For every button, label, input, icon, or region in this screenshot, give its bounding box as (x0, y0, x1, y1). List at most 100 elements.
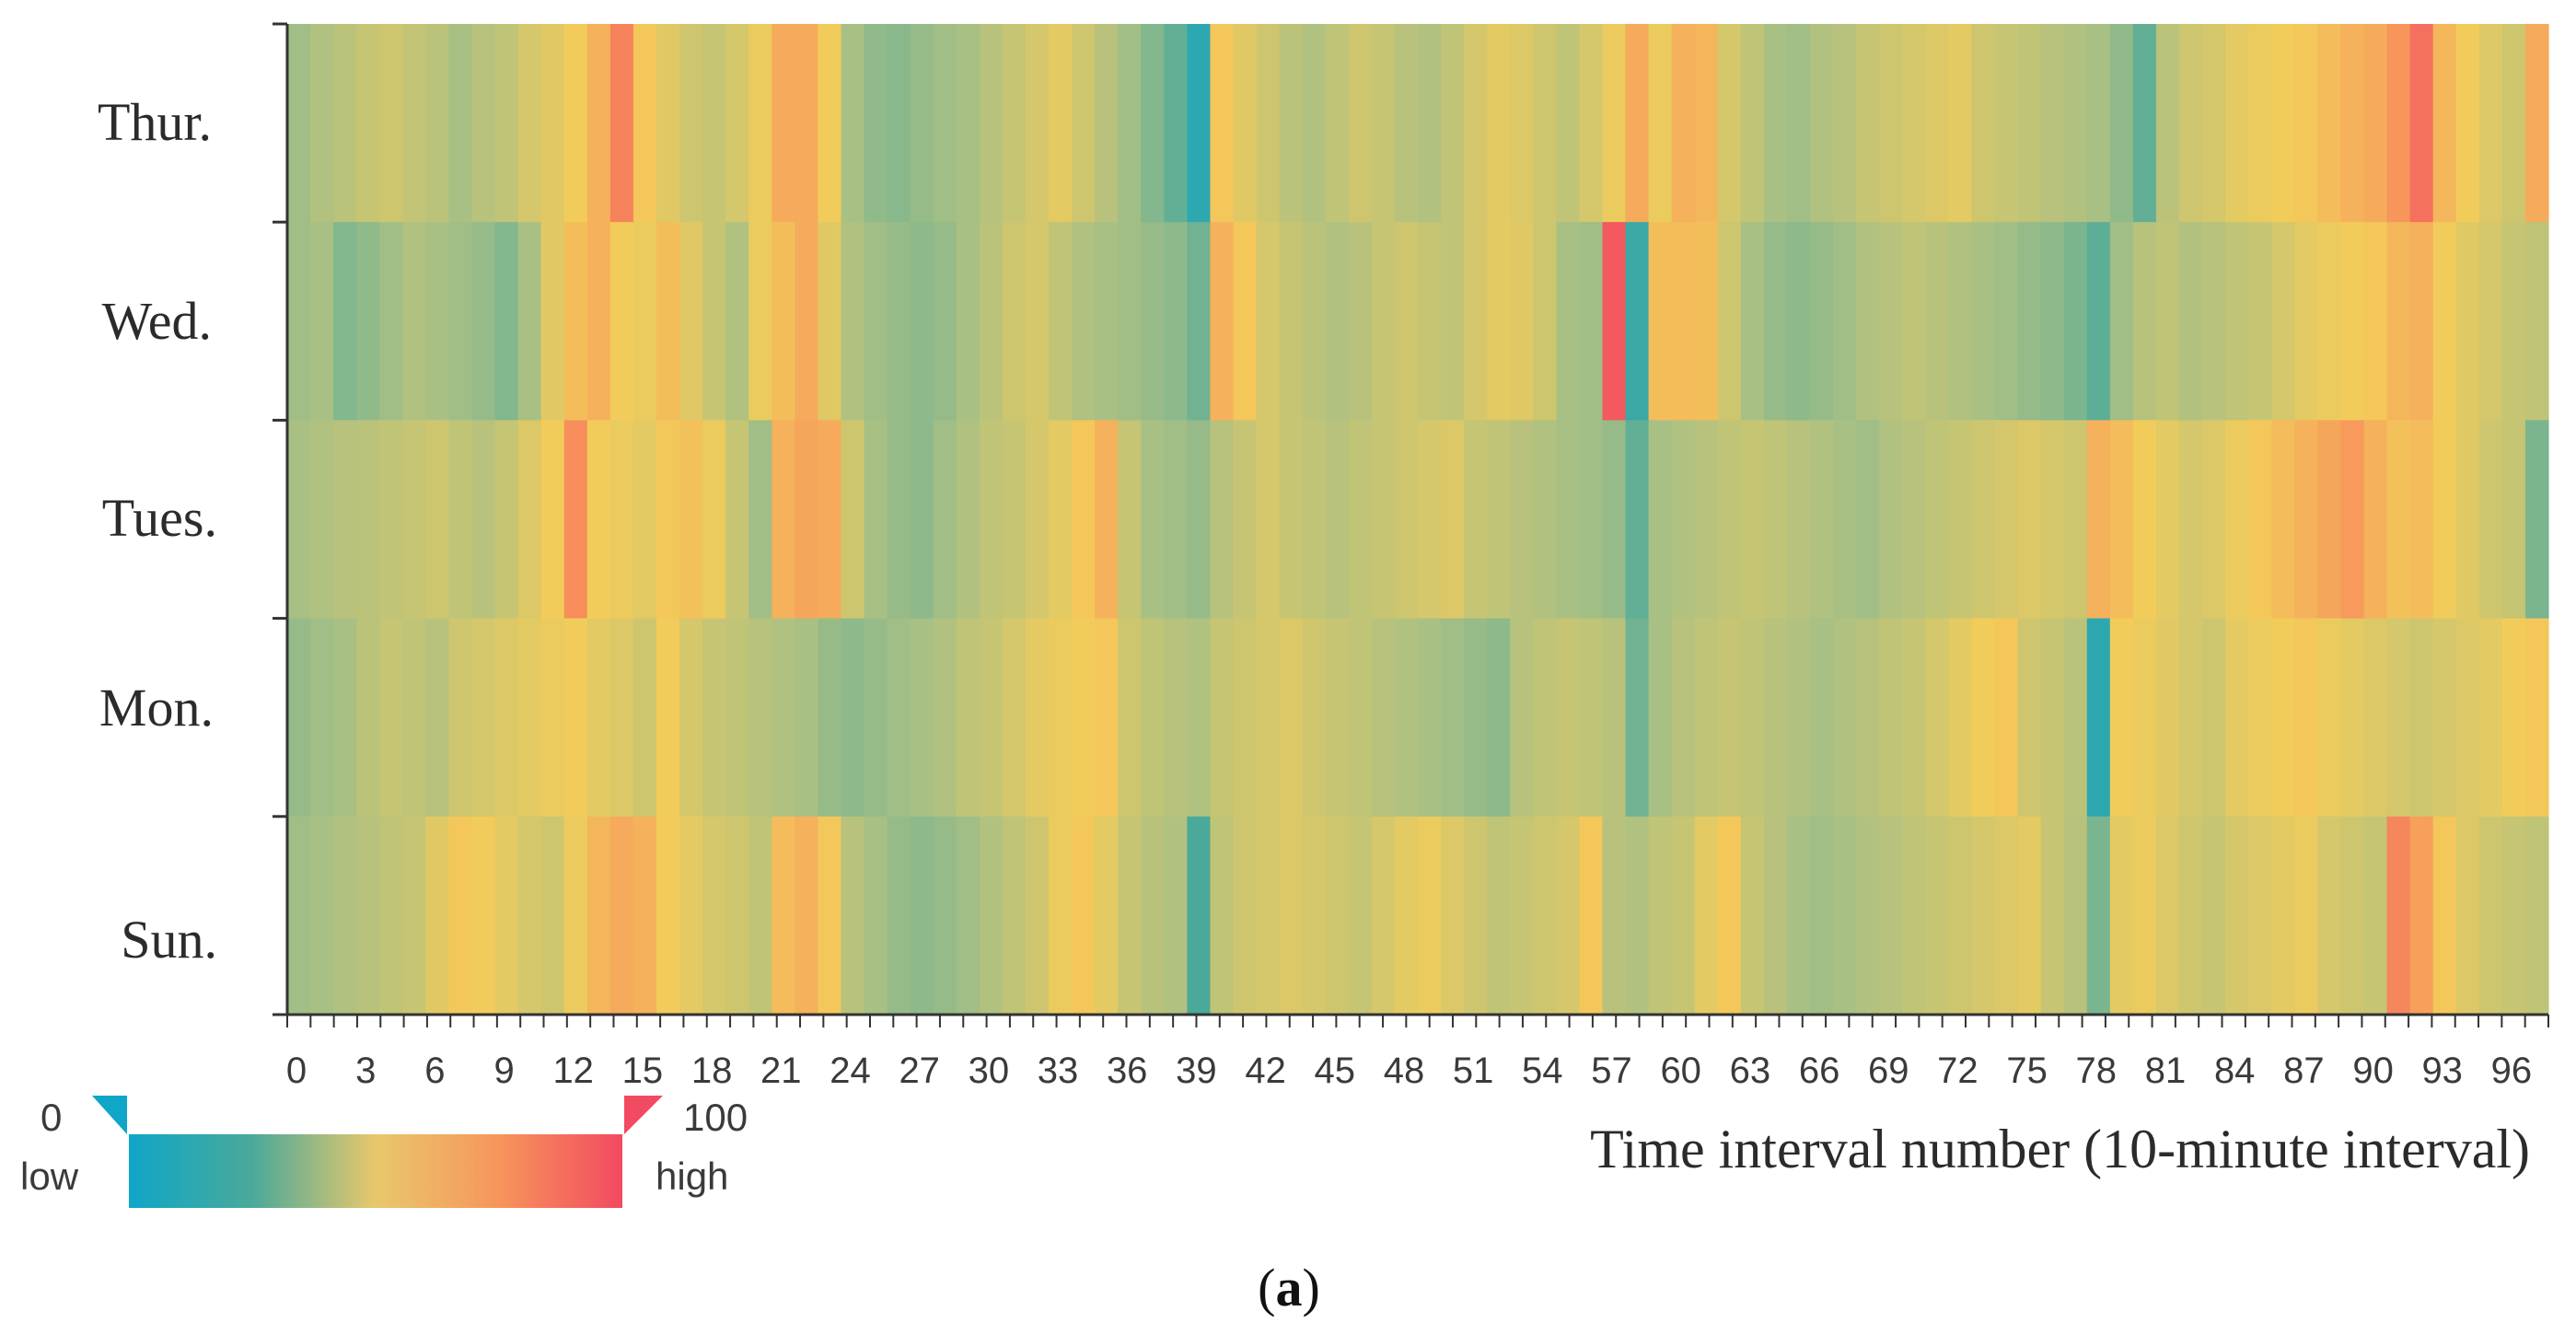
heatmap-cell (1556, 816, 1581, 1016)
heatmap-cell (287, 816, 311, 1016)
x-tick-label: 21 (760, 1051, 802, 1091)
heatmap-cell (702, 816, 726, 1016)
heatmap-cell (1210, 420, 1235, 620)
heatmap-cell (2017, 420, 2042, 620)
heatmap-cell (1925, 24, 1950, 223)
x-tick-label: 9 (493, 1051, 514, 1091)
heatmap-cell (1902, 420, 1926, 620)
legend-min-handle[interactable] (92, 1096, 127, 1134)
heatmap-cell (402, 618, 426, 818)
heatmap-cell (1095, 618, 1119, 818)
legend-low-label: low (20, 1155, 79, 1198)
heatmap-cell (1002, 222, 1027, 421)
heatmap-cell (1833, 222, 1857, 421)
x-tick-label: 24 (830, 1051, 871, 1091)
heatmap-cell (748, 222, 772, 421)
heatmap-cell (1002, 24, 1027, 223)
heatmap-cell (1187, 222, 1212, 421)
heatmap-cell (2225, 618, 2249, 818)
heatmap-cell (2109, 222, 2134, 421)
heatmap-cell (1072, 816, 1096, 1016)
legend-max-value: 100 (683, 1096, 748, 1139)
heatmap-cell (2386, 24, 2411, 223)
x-tick-label: 12 (552, 1051, 594, 1091)
heatmap-cell (1694, 24, 1719, 223)
heatmap-cell (517, 24, 542, 223)
heatmap-cell (933, 24, 957, 223)
heatmap-cell (586, 24, 611, 223)
heatmap-cell (1602, 618, 1627, 818)
heatmap-cell (1717, 222, 1742, 421)
heatmap-cell (841, 24, 865, 223)
heatmap-cell (1187, 816, 1212, 1016)
heatmap-cell (910, 420, 934, 620)
heatmap-cell (656, 222, 680, 421)
heatmap-cell (956, 420, 981, 620)
heatmap-cell (1072, 420, 1096, 620)
heatmap-cell (1602, 222, 1627, 421)
heatmap-cell (1533, 420, 1557, 620)
heatmap-cell (1533, 816, 1557, 1016)
heatmap-cell (609, 618, 634, 818)
heatmap-cell (2363, 222, 2388, 421)
heatmap-cell (1902, 618, 1926, 818)
heatmap-cell (1625, 816, 1650, 1016)
heatmap-cell (1810, 618, 1834, 818)
heatmap-cell (1994, 222, 2019, 421)
heatmap-cell (2271, 420, 2295, 620)
heatmap-cell (1902, 816, 1926, 1016)
row-label-thur: Thur. (98, 92, 212, 152)
legend-max-handle[interactable] (624, 1096, 663, 1134)
heatmap-cell (2040, 222, 2065, 421)
x-tick-label: 93 (2421, 1051, 2463, 1091)
heatmap-cell (2455, 24, 2480, 223)
heatmap-cell (1118, 816, 1142, 1016)
heatmap-cell (1025, 618, 1050, 818)
heatmap-cell (2086, 618, 2111, 818)
heatmap-cell (1049, 222, 1073, 421)
heatmap-cell (1856, 816, 1880, 1016)
heatmap-cell (448, 222, 473, 421)
heatmap-cell (1279, 24, 1304, 223)
x-tick-label: 66 (1799, 1051, 1840, 1091)
heatmap-cell (1994, 816, 2019, 1016)
heatmap-cell (2109, 24, 2134, 223)
heatmap-cell (656, 24, 680, 223)
heatmap-cell (1763, 816, 1788, 1016)
heatmap-cell (887, 24, 911, 223)
heatmap-cell (2086, 816, 2111, 1016)
heatmap-cell (1810, 222, 1834, 421)
heatmap-cell (1671, 618, 1696, 818)
heatmap-cell (1786, 420, 1811, 620)
heatmap-cell (356, 618, 380, 818)
heatmap-cell (1464, 618, 1488, 818)
heatmap-cell (1717, 816, 1742, 1016)
heatmap-cell (2363, 24, 2388, 223)
heatmap-cell (1325, 420, 1350, 620)
heatmap-cell (1118, 24, 1142, 223)
heatmap-cell (1210, 816, 1235, 1016)
heatmap-cell (517, 420, 542, 620)
x-tick-label: 36 (1107, 1051, 1148, 1091)
heatmap-cell (1625, 618, 1650, 818)
heatmap-cell (1648, 222, 1673, 421)
heatmap-cell (2132, 420, 2157, 620)
heatmap-cell (333, 618, 357, 818)
heatmap-cell (425, 420, 450, 620)
heatmap-cell (772, 222, 795, 421)
heatmap-cell (656, 618, 680, 818)
heatmap-cell (1233, 420, 1258, 620)
heatmap-cell (841, 222, 865, 421)
heatmap-cell (1602, 420, 1627, 620)
heatmap-cell (1786, 816, 1811, 1016)
heatmap-cell (1418, 618, 1442, 818)
heatmap-cell (1648, 816, 1673, 1016)
x-tick-label: 84 (2214, 1051, 2256, 1091)
heatmap-cell (1856, 222, 1880, 421)
heatmap-cell (1671, 420, 1696, 620)
heatmap-cell (356, 222, 380, 421)
heatmap-cell (2086, 24, 2111, 223)
heatmap-cell (1394, 618, 1419, 818)
heatmap-cell (1164, 618, 1188, 818)
heatmap-cell (818, 420, 842, 620)
